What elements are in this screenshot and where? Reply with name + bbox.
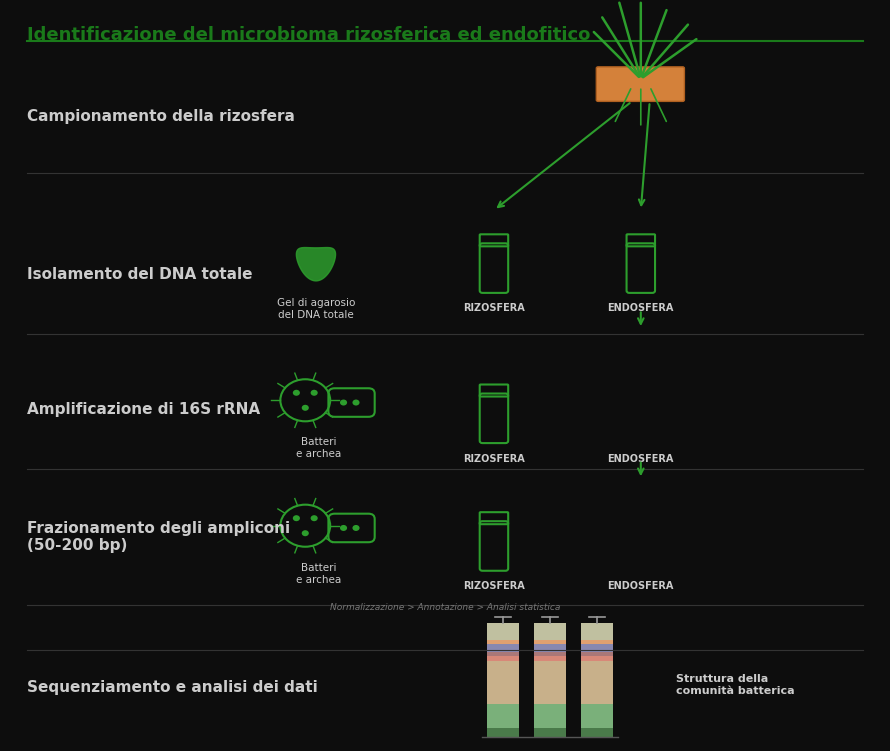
Text: ENDOSFERA: ENDOSFERA [608,303,674,313]
Text: Campionamento della rizosfera: Campionamento della rizosfera [27,109,295,124]
Bar [487,640,519,644]
Bar [534,661,566,704]
Text: Struttura della
comunità batterica: Struttura della comunità batterica [676,674,795,695]
Text: Normalizzazione > Annotazione > Analisi statistica: Normalizzazione > Annotazione > Analisi … [330,603,560,612]
Circle shape [302,530,309,536]
Bar [534,644,566,652]
Bar [581,644,613,652]
Circle shape [302,405,309,411]
Text: Isolamento del DNA totale: Isolamento del DNA totale [27,267,252,282]
Bar [581,656,613,661]
Text: RIZOSFERA: RIZOSFERA [463,303,525,313]
Bar [581,661,613,704]
Bar [534,640,566,644]
Bar [581,652,613,656]
FancyBboxPatch shape [596,67,684,101]
Text: ENDOSFERA: ENDOSFERA [608,454,674,463]
Text: Frazionamento degli ampliconi
(50-200 bp): Frazionamento degli ampliconi (50-200 bp… [27,520,290,553]
Circle shape [293,515,300,521]
Bar [534,652,566,656]
Bar [581,704,613,728]
Text: ENDOSFERA: ENDOSFERA [608,581,674,591]
Text: RIZOSFERA: RIZOSFERA [463,454,525,463]
Bar [487,652,519,656]
Circle shape [340,400,347,406]
Text: Gel di agarosio
del DNA totale: Gel di agarosio del DNA totale [277,298,355,320]
Bar [534,623,566,640]
Bar [581,728,613,737]
Bar [581,640,613,644]
Circle shape [293,390,300,396]
Bar [487,704,519,728]
Polygon shape [296,248,336,281]
Bar [534,704,566,728]
Bar [534,728,566,737]
Circle shape [311,390,318,396]
Text: Sequenziamento e analisi dei dati: Sequenziamento e analisi dei dati [27,680,318,695]
Circle shape [311,515,318,521]
Bar [487,661,519,704]
Circle shape [352,400,360,406]
Bar [487,644,519,652]
Text: RIZOSFERA: RIZOSFERA [463,581,525,591]
Text: Amplificazione di 16S rRNA: Amplificazione di 16S rRNA [27,402,260,417]
Text: Batteri
e archea: Batteri e archea [296,437,341,459]
Text: Batteri
e archea: Batteri e archea [296,563,341,585]
Bar [487,728,519,737]
Text: Identificazione del microbioma rizosferica ed endofitico: Identificazione del microbioma rizosferi… [27,26,590,44]
Circle shape [340,525,347,531]
Bar [487,623,519,640]
Bar [534,656,566,661]
Bar [487,656,519,661]
Bar [581,623,613,640]
Circle shape [352,525,360,531]
